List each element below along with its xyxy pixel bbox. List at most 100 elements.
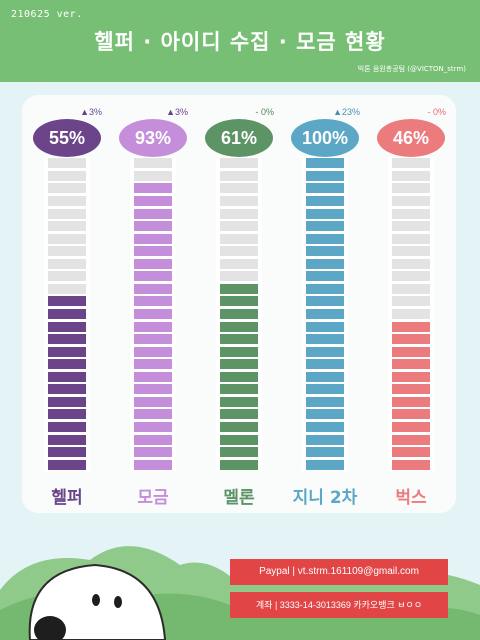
bar-segment-filled [48,384,86,395]
bar-segment-empty [220,158,258,169]
bar-segment-empty [392,283,430,294]
bar-segment-empty [392,208,430,219]
bar-segment-filled [392,384,430,395]
category-label: 벅스 [395,488,427,508]
bar-segment-filled [220,321,258,332]
bar-segment-filled [392,447,430,458]
bar-segment-filled [306,283,344,294]
bar-segment-empty [220,208,258,219]
bar-segment-empty [134,158,172,169]
bar-segment-filled [134,246,172,257]
bar-segment-empty [392,195,430,206]
bar-segment-filled [306,396,344,407]
bar-segment-empty [220,183,258,194]
bar-segment-filled [134,221,172,232]
bar-segment-filled [134,359,172,370]
category-label: 지니 2차 [292,488,358,508]
bar-segment-filled [220,396,258,407]
bar-segment-filled [392,396,430,407]
percent-badge: 55% [33,119,101,157]
bar-segment-filled [134,283,172,294]
bar-segment-filled [392,359,430,370]
category-label: 모금 [137,488,169,508]
bar-segment-filled [134,321,172,332]
bar-segment-filled [306,321,344,332]
bar-segment-empty [48,158,86,169]
bar-segment-filled [134,346,172,357]
page-title: 헬퍼 · 아이디 수집 · 모금 현황 [94,30,386,54]
bar-segment-filled [220,447,258,458]
bar-segment-filled [220,422,258,433]
bar-segment-empty [392,271,430,282]
bar-segment-filled [134,208,172,219]
bar-segment-filled [134,195,172,206]
bar-segment-empty [392,183,430,194]
header-banner: 210625 ver. 헬퍼 · 아이디 수집 · 모금 현황 빅톤 음원총공팀… [0,0,480,82]
bar-segment-filled [306,246,344,257]
bar-segment-filled [134,271,172,282]
bar-segment-filled [306,409,344,420]
bar-segment-empty [220,221,258,232]
bar-segment-filled [220,309,258,319]
bar-segment-filled [134,434,172,445]
mascot-ear [34,616,66,640]
bar-segment-empty [392,246,430,257]
account-info: 계좌 | 3333-14-3013369 카카오뱅크 ㅂㅇㅇ [230,592,448,618]
bar-segment-filled [220,459,258,470]
bar-segment-filled [134,384,172,395]
bar-segment-filled [306,346,344,357]
bar-segment-empty [220,246,258,257]
bar-segment-filled [392,422,430,433]
percent-badge: 46% [377,119,445,157]
bar-segment-filled [306,384,344,395]
bar-segment-empty [48,183,86,194]
bar-segment-empty [48,258,86,269]
bar-segment-filled [134,422,172,433]
grass-decoration [0,546,480,640]
bar-segment-empty [48,170,86,181]
bar-segment-filled [220,346,258,357]
bar-segment-filled [134,371,172,382]
bar-segment-filled [48,434,86,445]
bar-segment-filled [134,396,172,407]
mascot-eye-left [92,594,100,606]
category-label: 헬퍼 [51,488,83,508]
percent-badge: 93% [119,119,187,157]
bar-segment-filled [392,346,430,357]
bar-segment-filled [306,258,344,269]
bar-segment-empty [48,283,86,294]
bar-segment-filled [306,233,344,244]
change-indicator: ▲3% [80,107,102,117]
bar-segment-empty [48,233,86,244]
bar-segment-filled [48,396,86,407]
bar-segment-empty [48,195,86,206]
bar-segment-filled [134,334,172,345]
bar-segment-filled [306,183,344,194]
bar-segment-filled [134,309,172,319]
bar-track [302,157,348,471]
bar-segment-filled [306,309,344,319]
bar-segment-empty [220,271,258,282]
percent-badge: 61% [205,119,273,157]
bar-segment-filled [306,271,344,282]
bar-segment-filled [220,371,258,382]
bar-segment-empty [134,170,172,181]
progress-panel: ▲3% 55% 헬퍼 ▲3% 93% 모금 - 0% 61% 멜론 ▲23% 100% 지니 2차 - … [22,95,456,513]
bar-segment-empty [220,195,258,206]
bar-segment-empty [392,309,430,319]
bar-segment-filled [48,309,86,319]
bar-segment-filled [306,434,344,445]
bar-segment-filled [134,409,172,420]
bar-segment-empty [220,170,258,181]
bar-segment-filled [48,334,86,345]
bar-segment-filled [306,459,344,470]
bar-segment-empty [392,170,430,181]
bar-segment-empty [392,296,430,307]
bar-segment-empty [392,221,430,232]
bar-segment-filled [220,409,258,420]
bar-segment-filled [306,422,344,433]
bar-track [44,157,90,471]
bar-segment-filled [306,195,344,206]
version-label: 210625 ver. [11,9,83,20]
bar-segment-filled [392,321,430,332]
